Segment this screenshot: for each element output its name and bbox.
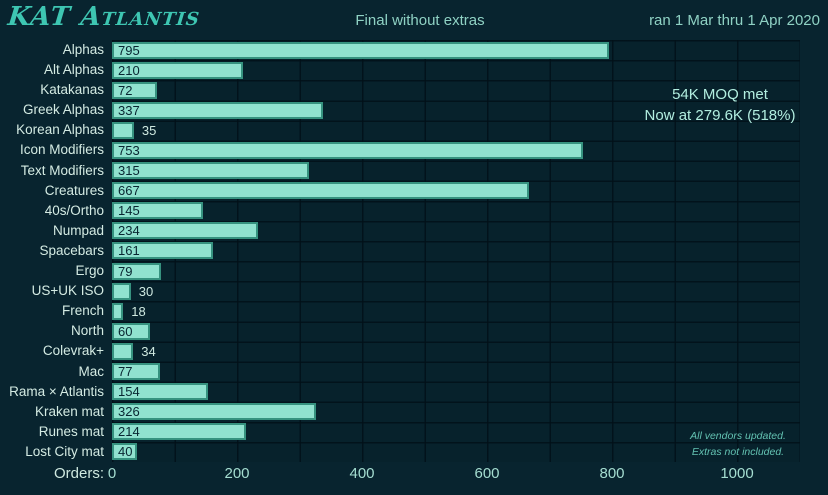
- bar-value-label: 667: [118, 183, 140, 199]
- bar: [112, 342, 134, 360]
- x-axis-tick: 1000: [720, 465, 754, 482]
- x-axis-tick: 200: [224, 465, 250, 482]
- category-label: Numpad: [52, 222, 104, 238]
- bar-value-label: 35: [141, 122, 157, 138]
- bar: [112, 81, 157, 99]
- bar-value-label: 60: [118, 323, 133, 339]
- bar: [112, 423, 246, 441]
- page-title: KAT Atlantis: [6, 2, 202, 32]
- chart-subtitle: Final without extras: [355, 12, 485, 29]
- bar-value-label: 34: [141, 343, 156, 359]
- category-label: 40s/Ortho: [44, 202, 104, 218]
- moq-line1: 54K MOQ met: [672, 86, 768, 103]
- bar: [112, 121, 134, 139]
- category-label: Korean Alphas: [16, 122, 104, 138]
- category-label: Ergo: [75, 263, 104, 279]
- category-label: Colevrak+: [42, 343, 104, 359]
- category-label: Icon Modifiers: [19, 142, 104, 158]
- category-label: Mac: [78, 363, 104, 379]
- x-axis-tick: 0: [107, 465, 117, 482]
- moq-line2: Now at 279.6K (518%): [644, 107, 796, 124]
- bar-value-label: 234: [118, 223, 140, 239]
- bar-value-label: 315: [118, 163, 140, 179]
- category-label: Alphas: [62, 42, 104, 57]
- category-labels: Alphas Alt Alphas Katakanas Greek Alphas Kor…: [0, 40, 104, 462]
- bar-value-label: 753: [118, 142, 140, 158]
- bar: [112, 403, 316, 421]
- bar-value-label: 18: [131, 303, 146, 319]
- bar: [112, 41, 609, 59]
- category-label: Text Modifiers: [20, 162, 104, 178]
- bar-value-label: 154: [118, 384, 140, 400]
- bar: [112, 162, 309, 180]
- bar-value-label: 145: [118, 203, 140, 219]
- bar: [112, 282, 131, 300]
- x-axis-tick: 800: [599, 465, 625, 482]
- bar: [112, 322, 150, 340]
- category-label: Katakanas: [40, 82, 104, 98]
- bar-value-label: 161: [118, 243, 140, 259]
- date-range: ran 1 Mar thru 1 Apr 2020: [649, 12, 820, 29]
- bar: [112, 141, 583, 159]
- x-axis-tick: 400: [349, 465, 375, 482]
- category-label: Greek Alphas: [22, 102, 104, 118]
- bar-value-label: 214: [118, 424, 140, 440]
- bar-value-label: 337: [118, 102, 140, 118]
- bar: [112, 443, 137, 461]
- category-label: Rama × Atlantis: [9, 383, 104, 399]
- bar: [112, 222, 259, 240]
- category-label: Spacebars: [39, 242, 104, 258]
- category-label: North: [70, 323, 104, 339]
- category-label: Lost City mat: [25, 443, 104, 459]
- bar-value-label: 326: [118, 404, 140, 420]
- category-label: Kraken mat: [34, 403, 104, 419]
- bar: [112, 262, 162, 280]
- x-axis: Orders: 0 200 400 600 800 1000: [0, 464, 828, 488]
- bar: [112, 242, 213, 260]
- bar: [112, 61, 244, 79]
- category-label: Alt Alphas: [43, 62, 104, 78]
- bar-value-label: 40: [118, 444, 133, 460]
- category-label: French: [61, 303, 104, 319]
- category-label: US+UK ISO: [31, 283, 104, 299]
- bar: [112, 363, 161, 381]
- axis-label: Orders:: [53, 465, 104, 482]
- footer-note-line2: Extras not included.: [691, 446, 785, 458]
- bar: [112, 202, 203, 220]
- footer-note-line1: All vendors updated.: [690, 430, 786, 442]
- plot-area: 795 210 72 337 35 753 315 667 145 234 161 79 30 18 60 3…: [112, 40, 800, 462]
- bar: [112, 302, 124, 320]
- category-label: Creatures: [44, 182, 104, 198]
- category-label: Runes mat: [38, 423, 104, 439]
- bar-value-label: 77: [118, 364, 133, 380]
- bar-value-label: 795: [118, 42, 140, 58]
- bar: [112, 101, 323, 119]
- bar-value-label: 210: [118, 62, 140, 78]
- bar-value-label: 72: [118, 82, 133, 98]
- bar-value-label: 79: [118, 263, 133, 279]
- bar: [112, 383, 209, 401]
- bar-value-label: 30: [138, 283, 154, 299]
- moq-annotation: 54K MOQ met Now at 279.6K (518%): [645, 84, 796, 126]
- x-axis-tick: 600: [474, 465, 500, 482]
- bar: [112, 182, 529, 200]
- footer-note: All vendors updated. Extras not included…: [690, 428, 786, 460]
